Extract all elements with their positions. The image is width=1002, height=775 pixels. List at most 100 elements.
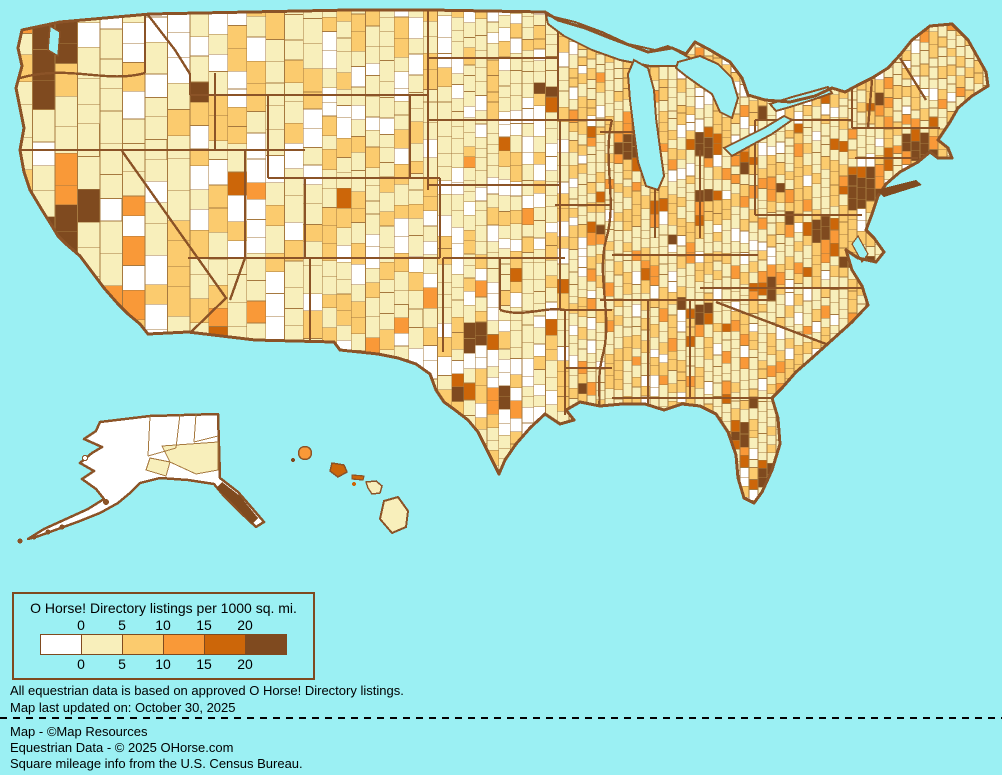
county-cell [303,293,326,312]
county-cell [623,551,635,564]
county-cell [973,379,984,389]
county-cell [189,148,211,167]
county-cell [123,505,153,529]
county-cell [284,142,306,170]
county-cell [739,116,750,130]
county-cell [901,322,916,336]
county-cell [408,406,431,422]
county-cell [856,444,870,456]
county-cell [820,10,831,11]
county-cell [830,557,841,566]
county-cell [928,483,943,495]
county-cell [393,438,413,460]
county-cell [928,78,940,90]
county-cell [982,438,988,452]
county-cell [829,356,841,368]
county-cell [649,421,664,432]
county-cell [874,33,888,47]
county-cell [228,537,254,564]
county-cell [848,538,859,551]
county-cell [992,154,1002,163]
county-cell [604,491,616,503]
county-cell [973,174,985,188]
county-cell [928,463,939,474]
county-cell [992,394,1002,403]
county-cell [209,563,236,580]
legend-tick: 0 [77,617,85,633]
county-cell [32,165,56,192]
county-cell [685,25,696,35]
county-cell [676,432,688,444]
county-cell [587,551,598,560]
county-cell [982,257,988,268]
county-cell [820,39,832,51]
county-cell [379,261,397,281]
county-cell [982,195,988,208]
county-cell [775,210,786,224]
county-cell [901,405,914,420]
county-cell [883,482,897,492]
county-cell [821,524,831,535]
county-cell [937,477,950,487]
county-cell [393,290,410,306]
county-cell [533,93,547,107]
county-cell [622,159,633,172]
county-cell [694,356,706,369]
county-cell [365,463,382,483]
county-cell [337,0,351,7]
county-cell [650,512,660,521]
county-cell [830,526,844,536]
county-cell [920,509,930,520]
county-cell [901,201,913,214]
county-cell [596,544,606,555]
county-cell [992,96,1002,110]
county-cell [604,10,616,23]
county-cell [533,502,550,503]
county-cell [928,373,940,385]
county-cell [992,529,1002,541]
county-cell [856,186,867,201]
county-cell [545,10,563,11]
county-cell [757,32,772,45]
county-cell [77,296,106,325]
county-cell [946,243,957,254]
county-cell [568,225,580,239]
county-cell [54,63,79,98]
county-cell [677,540,687,550]
county-cell [767,549,780,558]
county-cell [929,534,942,544]
county-cell [595,408,610,421]
county-cell [955,444,969,459]
county-cell [475,566,491,578]
county-cell [534,518,546,529]
county-cell [668,567,678,575]
county-cell [919,442,933,458]
county-cell [973,103,987,114]
county-cell [829,116,840,128]
county-cell [694,10,708,12]
county-cell [99,338,127,374]
county-cell [883,226,896,240]
county-cell [703,10,718,25]
county-cell [973,167,986,177]
county-cell [739,54,751,65]
county-cell [721,465,733,476]
county-cell [874,437,885,447]
county-cell [856,66,867,78]
county-cell [604,429,616,442]
county-cell [757,75,770,90]
county-cell [54,204,78,233]
county-cell [910,217,922,230]
county-cell [964,468,975,478]
county-cell [776,517,787,526]
county-cell [838,354,851,370]
county-cell [775,485,788,496]
county-cell [521,163,535,182]
county-cell [437,375,453,391]
county-cell [739,35,751,47]
county-cell [144,303,171,331]
county-cell [893,539,905,550]
county-cell [556,423,571,440]
county-cell [811,488,822,499]
county-cell [499,526,511,542]
